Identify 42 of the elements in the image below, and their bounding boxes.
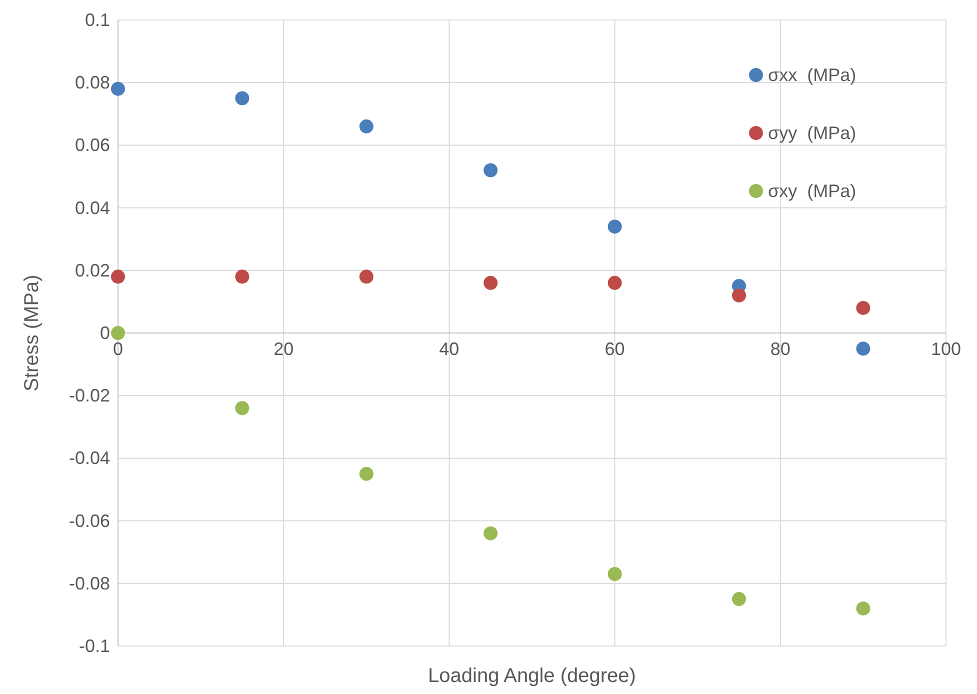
- x-tick-label: 0: [112, 339, 124, 359]
- x-tick-label: 80: [770, 339, 790, 359]
- point: [359, 270, 374, 284]
- point: [732, 592, 746, 606]
- x-tick-label: 20: [274, 339, 294, 359]
- point: [608, 567, 622, 582]
- x-tick-label: 60: [604, 339, 625, 359]
- point: [484, 276, 498, 290]
- point: [235, 91, 250, 106]
- point: [111, 270, 125, 284]
- y-tick-label: 0.1: [84, 10, 110, 30]
- point: [856, 300, 870, 315]
- point: [484, 163, 498, 178]
- legend-label: σxx (MPa): [768, 65, 856, 85]
- point: [856, 342, 870, 356]
- point: [111, 326, 125, 340]
- y-tick-label: -0.04: [68, 448, 110, 468]
- x-tick-label: 40: [439, 339, 460, 359]
- legend-label: σxy (MPa): [768, 181, 856, 201]
- y-tick-label: -0.08: [68, 573, 110, 594]
- x-tick-label: 100: [930, 339, 962, 359]
- y-tick-label: 0.04: [74, 198, 110, 218]
- point: [732, 288, 746, 302]
- point: [111, 82, 125, 96]
- y-tick-label: 0: [100, 323, 110, 343]
- y-tick-label: -0.06: [68, 510, 110, 531]
- point: [235, 270, 250, 284]
- y-tick-label: 0.08: [74, 72, 110, 93]
- y-tick-label: -0.02: [68, 386, 110, 406]
- point: [359, 119, 374, 134]
- y-axis-title: Stress (MPa): [21, 274, 43, 392]
- point: [608, 276, 622, 290]
- y-tick-label: -0.1: [78, 636, 110, 656]
- legend-label: σyy (MPa): [768, 123, 856, 143]
- x-axis-title: Loading Angle (degree): [428, 665, 636, 687]
- point: [235, 401, 250, 416]
- point: [856, 601, 870, 616]
- y-tick-label: 0.02: [74, 260, 110, 280]
- y-tick-label: 0.06: [74, 135, 110, 156]
- point: [359, 466, 374, 481]
- point: [484, 526, 498, 540]
- point: [608, 220, 622, 234]
